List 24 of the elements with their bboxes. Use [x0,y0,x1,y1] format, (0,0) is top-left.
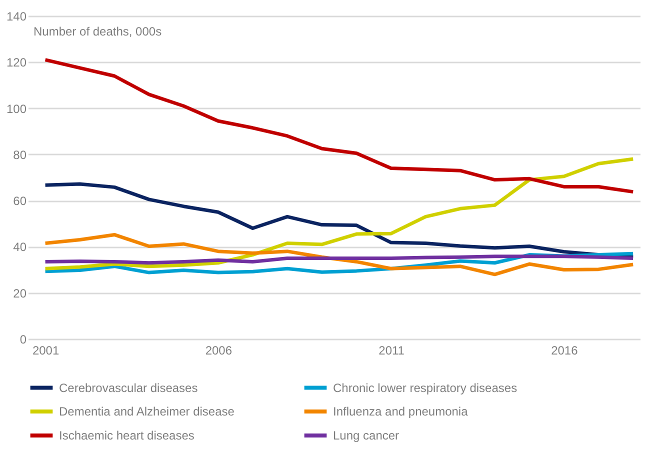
line-series [44,232,635,276]
y-axis-title: Number of deaths, 000s [34,24,162,38]
y-tick-label: 100 [6,102,27,116]
legend-label: Dementia and Alzheimer disease [59,404,235,418]
y-tick-label: 60 [13,194,27,208]
line-series [44,182,635,259]
x-tick-label: 2001 [32,344,60,358]
legend-label: Lung cancer [333,428,400,442]
legend-label: Influenza and pneumonia [333,404,468,418]
x-tick-label: 2011 [378,344,405,358]
legend-label: Cerebrovascular diseases [59,380,198,395]
y-tick-label: 80 [13,148,27,162]
y-tick-label: 120 [6,56,27,70]
line-series [44,58,635,194]
y-tick-label: 140 [6,10,27,24]
legend-label: Chronic lower respiratory diseases [333,380,518,395]
line-series [44,157,635,270]
x-tick-label: 2016 [551,344,578,358]
legend-label: Ischaemic heart diseases [59,428,194,442]
line-series [44,254,635,265]
y-tick-label: 20 [13,286,27,300]
y-tick-label: 40 [13,240,27,254]
x-tick-label: 2006 [205,344,232,358]
y-tick-label: 0 [20,332,27,346]
